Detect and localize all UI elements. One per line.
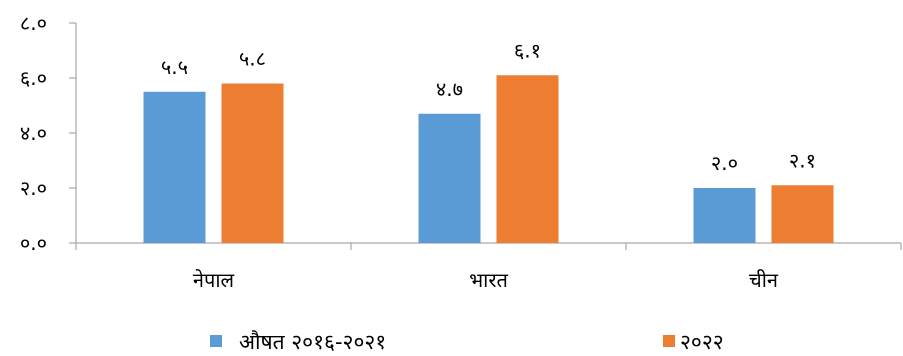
chart-data-labels: ५.५ ५.८ ४.७ ६.१ २.० २.१	[161, 38, 816, 175]
x-category-label: नेपाल	[193, 268, 235, 292]
chart-axes: ०.० २.० ४.० ६.० ८.० नेपाल भारत चीन	[20, 11, 902, 292]
bar-series-0-2	[693, 188, 756, 243]
data-label: ५.५	[161, 55, 188, 79]
y-tick-label: २.०	[20, 176, 47, 200]
chart-bars	[143, 75, 834, 243]
legend-label-1: २०२२	[680, 330, 724, 354]
data-label: २.०	[711, 151, 738, 175]
legend-swatch-0	[210, 335, 222, 347]
data-label: ४.७	[436, 77, 463, 101]
chart-legend: औषत २०१६-२०२१ २०२२	[210, 330, 724, 354]
bar-series-1-2	[771, 185, 834, 243]
x-category-label: भारत	[469, 268, 508, 292]
y-tick-label: ०.०	[20, 231, 47, 255]
bar-series-0-0	[143, 91, 206, 243]
bar-series-1-1	[496, 75, 559, 243]
bar-series-0-1	[418, 113, 481, 243]
y-tick-label: ४.०	[20, 121, 47, 145]
x-category-label: चीन	[749, 268, 779, 292]
y-tick-label: ८.०	[20, 11, 47, 35]
data-label: ५.८	[239, 47, 266, 71]
bar-series-1-0	[221, 83, 284, 243]
data-label: ६.१	[514, 38, 541, 62]
legend-label-0: औषत २०१६-२०२१	[239, 330, 386, 354]
y-tick-label: ६.०	[20, 66, 47, 90]
legend-swatch-1	[663, 335, 675, 347]
data-label: २.१	[789, 148, 816, 172]
